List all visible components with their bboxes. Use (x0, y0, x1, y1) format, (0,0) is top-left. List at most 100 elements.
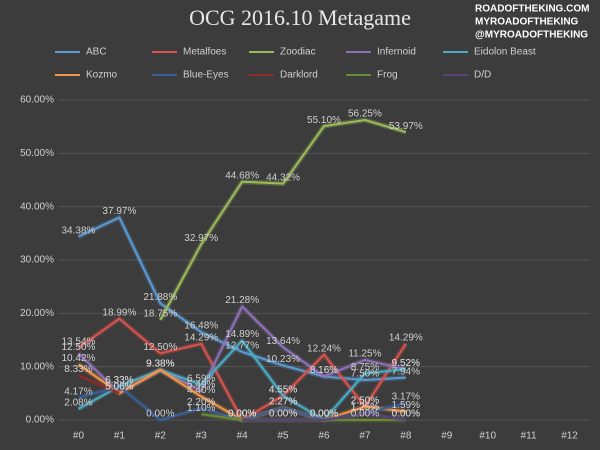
data-label: 11.25% (348, 349, 381, 360)
legend-label: ABC (86, 47, 107, 58)
data-label: 12.50% (143, 342, 177, 353)
data-label: 21.88% (143, 292, 177, 303)
data-label: 5.06% (105, 382, 133, 393)
legend-label: Zoodiac (280, 47, 316, 58)
data-label: 0.00% (310, 409, 338, 420)
data-label: 32.97% (184, 233, 218, 244)
y-tick-label: 40.00% (20, 201, 54, 212)
data-label: 8.33% (64, 364, 92, 375)
data-label: 21.28% (225, 295, 259, 306)
data-label: 12.77% (225, 341, 259, 352)
data-label: 53.97% (389, 121, 423, 132)
x-tick-label: #6 (318, 431, 330, 442)
data-label: 0.00% (228, 409, 256, 420)
data-label: 3.17% (392, 392, 420, 403)
watermark: @MYROADOFTHEKING (475, 30, 588, 41)
data-label: 9.52% (392, 358, 420, 369)
data-label: 2.50% (351, 395, 379, 406)
data-label: 0.00% (310, 409, 338, 420)
data-label: 4.40% (187, 385, 215, 396)
x-tick-label: #8 (400, 431, 412, 442)
data-label: 4.55% (269, 384, 297, 395)
data-label: 34.38% (62, 225, 96, 236)
data-label: 0.00% (228, 409, 256, 420)
data-label: 8.16% (310, 365, 338, 376)
data-label: 4.17% (64, 386, 92, 397)
y-tick-label: 10.00% (20, 361, 54, 372)
data-label: 9.38% (146, 359, 174, 370)
data-label: 6.59% (187, 373, 215, 384)
data-label: 5.06% (105, 382, 133, 393)
data-label: 18.99% (102, 307, 136, 318)
y-tick-label: 50.00% (20, 148, 54, 159)
data-label: 13.54% (62, 336, 96, 347)
y-tick-label: 0.00% (26, 415, 54, 426)
data-label: 8.16% (310, 365, 338, 376)
data-label: 1.25% (351, 402, 379, 413)
legend-label: Eidolon Beast (474, 47, 536, 58)
x-tick-label: #9 (441, 431, 453, 442)
data-label: 9.52% (392, 358, 420, 369)
data-label: 5.06% (105, 382, 133, 393)
data-label: 4.55% (269, 384, 297, 395)
y-tick-label: 30.00% (20, 255, 54, 266)
data-label: 2.27% (269, 397, 297, 408)
data-label: 14.89% (225, 329, 259, 340)
data-label: 10.42% (62, 353, 96, 364)
data-label: 12.24% (307, 343, 341, 354)
y-tick-label: 60.00% (20, 95, 54, 106)
data-label: 2.08% (64, 398, 92, 409)
x-tick-label: #5 (278, 431, 290, 442)
data-label: 12.50% (62, 342, 96, 353)
series-line (78, 216, 406, 381)
data-label: 0.00% (228, 409, 256, 420)
data-label: 0.00% (310, 409, 338, 420)
legend-label: Blue-Eyes (183, 70, 229, 81)
x-tick-label: #4 (237, 431, 249, 442)
data-label: 6.33% (105, 375, 133, 386)
legend-label: Frog (377, 70, 398, 81)
legend-label: Darklord (280, 70, 318, 81)
series-line (159, 119, 407, 321)
chart-title: OCG 2016.10 Metagame (189, 5, 411, 30)
data-label: 2.20% (187, 397, 215, 408)
data-label: 1.10% (187, 403, 215, 414)
data-label: 14.29% (389, 332, 423, 343)
data-label: 7.94% (392, 366, 420, 377)
data-label: 10.23% (266, 354, 300, 365)
data-label: 14.29% (184, 332, 218, 343)
series-line (78, 374, 120, 394)
data-label: 1.59% (392, 400, 420, 411)
data-label: 2.50% (351, 395, 379, 406)
data-label: 8.75% (351, 362, 379, 373)
data-label: 6.33% (105, 375, 133, 386)
data-label: 7.50% (351, 369, 379, 380)
data-label: 56.25% (348, 109, 382, 120)
watermark: ROADOFTHEKING.COM (475, 4, 589, 15)
data-label: 44.32% (266, 172, 300, 183)
data-label: 0.00% (310, 409, 338, 420)
x-tick-label: #10 (479, 431, 496, 442)
data-label: 37.97% (102, 206, 136, 217)
data-label: 0.00% (146, 409, 174, 420)
legend-label: D/D (474, 70, 491, 81)
data-label: 9.38% (146, 359, 174, 370)
watermark: MYROADOFTHEKING (475, 17, 579, 28)
data-label: 0.00% (310, 409, 338, 420)
data-label: 18.75% (143, 309, 177, 320)
data-label: 9.38% (146, 359, 174, 370)
x-tick-label: #0 (73, 431, 85, 442)
x-tick-label: #3 (196, 431, 208, 442)
legend-label: Kozmo (86, 70, 118, 81)
data-label: 55.10% (307, 115, 341, 126)
data-label: 0.00% (351, 409, 379, 420)
data-label: 16.48% (184, 321, 218, 332)
data-label: 13.64% (266, 336, 300, 347)
legend-label: Infernoid (377, 47, 416, 58)
x-tick-label: #11 (521, 431, 537, 442)
data-label: 2.27% (269, 397, 297, 408)
x-tick-label: #1 (114, 431, 126, 442)
data-label: 0.00% (228, 409, 256, 420)
data-label: 0.00% (269, 409, 297, 420)
